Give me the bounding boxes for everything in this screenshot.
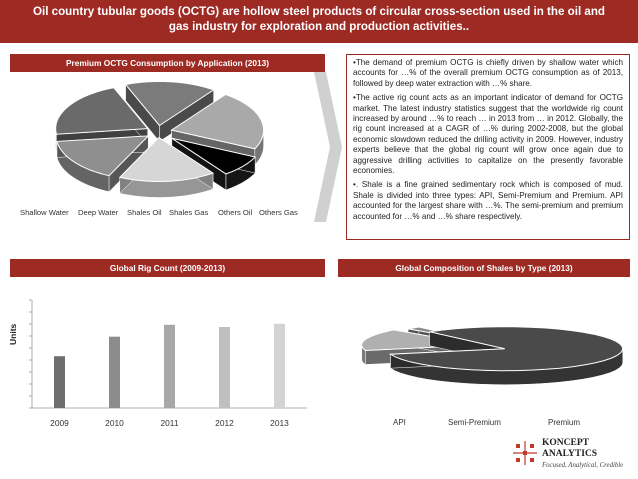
pie-label-api: API — [393, 418, 406, 427]
pie-label-premium: Premium — [548, 418, 581, 427]
pie-label-deep-water: Deep Water — [78, 208, 119, 217]
bar-2010 — [109, 336, 120, 408]
pie-slice-others-oil — [56, 135, 150, 193]
chevron-right-icon — [314, 72, 342, 222]
insight-paragraph-3: •. Shale is a fine grained sedimentary r… — [353, 180, 623, 221]
pie-label-shallow-water: Shallow Water — [20, 208, 69, 217]
pie-label-shales-gas: Shales Gas — [169, 208, 209, 217]
octg-consumption-chart-title: Premium OCTG Consumption by Application … — [10, 54, 325, 72]
logo-name: KONCEPT ANALYTICS — [542, 438, 597, 460]
bar-2012 — [219, 327, 230, 408]
header-title-line1: Oil country tubular goods (OCTG) are hol… — [32, 5, 606, 18]
pie-slice-premium — [388, 326, 624, 385]
x-tick-label: 2009 — [50, 418, 69, 428]
pie-label-shales-oil: Shales Oil — [127, 208, 162, 217]
pie-label-semi-premium: Semi-Premium — [448, 418, 501, 427]
rig-count-bar-chart: 2009 2010 2011 2012 2013 — [29, 299, 307, 428]
pie-label-others-gas: Others Gas — [259, 208, 298, 217]
y-axis-label: Units — [8, 323, 18, 345]
bar-2013 — [274, 323, 285, 408]
rig-count-chart-title: Global Rig Count (2009-2013) — [10, 259, 325, 277]
x-tick-label: 2010 — [105, 418, 124, 428]
logo-name-line2: ANALYTICS — [542, 449, 598, 459]
pie-slice-shallow-water — [124, 81, 215, 143]
x-tick-label: 2012 — [215, 418, 234, 428]
x-tick-label: 2011 — [160, 418, 178, 428]
insights-text-panel: •The demand of premium OCTG is chiefly d… — [346, 54, 630, 240]
logo-name-line1: KONCEPT — [542, 438, 589, 448]
pie-slice-shales-gas — [118, 136, 215, 198]
shales-composition-pie-chart — [361, 326, 624, 385]
bar-2009 — [54, 356, 65, 408]
insight-paragraph-2: •The active rig count acts as an importa… — [353, 93, 623, 176]
x-tick-label: 2013 — [270, 418, 289, 428]
koncept-analytics-logo: KONCEPT ANALYTICS Focused, Analytical, C… — [510, 436, 630, 474]
page-header: Oil country tubular goods (OCTG) are hol… — [0, 0, 638, 43]
insight-paragraph-1: •The demand of premium OCTG is chiefly d… — [353, 58, 623, 88]
logo-mark-icon — [513, 441, 537, 465]
pie-label-others-oil: Others Oil — [218, 208, 253, 217]
bar-2011 — [164, 324, 175, 408]
shales-composition-chart-title: Global Composition of Shales by Type (20… — [338, 259, 630, 277]
header-title-line2: gas industry for exploration and product… — [168, 20, 470, 33]
logo-tagline: Focused, Analytical, Credible — [542, 462, 624, 469]
octg-consumption-pie-chart — [55, 81, 265, 198]
